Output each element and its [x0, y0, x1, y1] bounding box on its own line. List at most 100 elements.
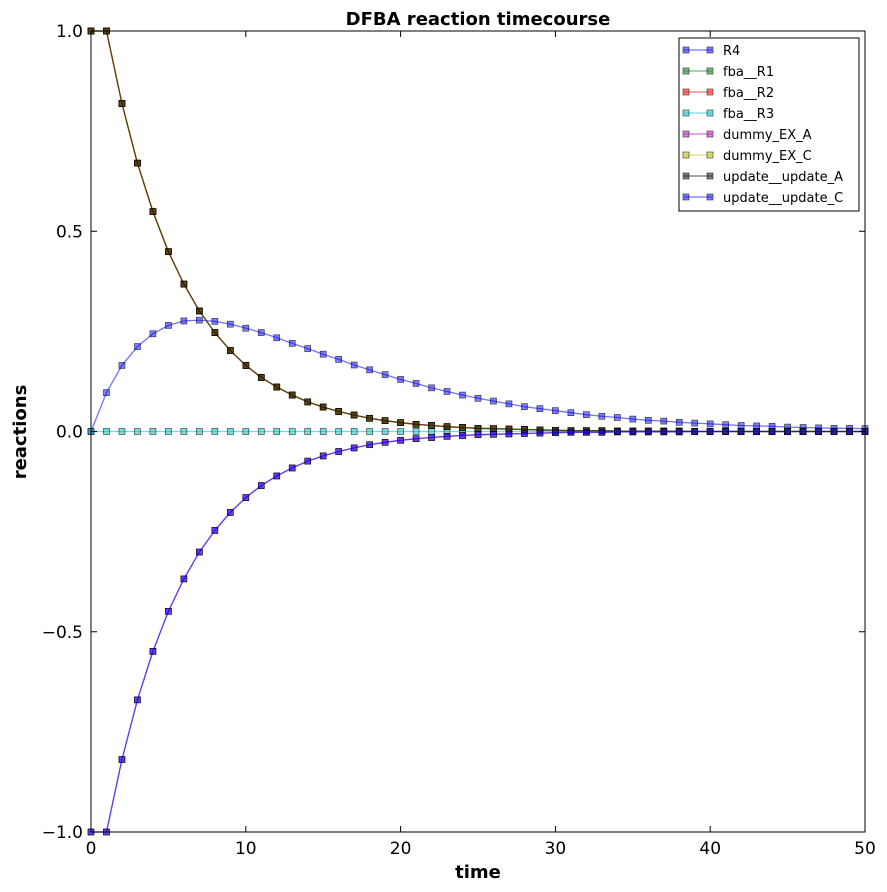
data-point — [149, 208, 157, 215]
data-point — [598, 412, 606, 420]
data-point — [227, 509, 234, 516]
data-point — [381, 428, 389, 435]
data-point — [118, 428, 126, 435]
x-tick-label: 20 — [390, 839, 412, 859]
legend-item: fba__R3 — [682, 107, 774, 122]
y-tick-label: −1.0 — [42, 823, 83, 843]
data-point — [381, 417, 389, 424]
data-point — [335, 428, 342, 435]
data-point — [598, 428, 606, 436]
legend: R4 fba__R1 fba__R2 fba__R3 dummy_EX_A dummy_E… — [678, 37, 860, 212]
data-point — [614, 428, 621, 436]
data-point — [412, 420, 420, 428]
data-point — [165, 608, 172, 615]
legend-marker — [706, 109, 714, 117]
series-line — [91, 430, 865, 833]
data-point — [335, 408, 342, 415]
legend-marker — [682, 130, 690, 138]
data-point — [830, 428, 838, 435]
series-line — [90, 319, 866, 432]
legend-marker — [682, 109, 690, 117]
legend-marker — [682, 88, 690, 96]
data-point — [583, 428, 590, 436]
data-point — [505, 400, 513, 408]
legend-item: dummy_EX_C — [682, 149, 812, 164]
data-point — [118, 100, 126, 107]
data-point — [180, 428, 188, 435]
data-point — [165, 322, 172, 329]
data-point — [722, 421, 729, 428]
legend-label: update__update_C — [723, 191, 843, 206]
y-tick-label: 1.0 — [56, 22, 83, 42]
legend-item: dummy_EX_A — [682, 128, 812, 143]
data-point — [660, 417, 668, 425]
data-point — [180, 575, 188, 583]
data-point — [644, 428, 652, 436]
data-point — [505, 430, 513, 438]
data-point — [273, 428, 281, 435]
data-point — [165, 248, 172, 255]
data-point — [366, 366, 373, 374]
legend-item: update__update_A — [682, 170, 843, 185]
data-point — [753, 422, 760, 430]
data-point — [490, 397, 497, 405]
data-point — [165, 428, 172, 435]
data-point — [288, 340, 296, 347]
data-point — [675, 418, 683, 426]
y-tick-label: 0.5 — [56, 222, 83, 242]
x-tick-label: 0 — [86, 839, 97, 859]
data-point — [799, 428, 807, 435]
legend-label: dummy_EX_A — [723, 128, 812, 143]
data-point — [784, 428, 791, 435]
x-tick-label: 30 — [545, 839, 567, 859]
data-point — [567, 409, 575, 416]
data-point — [459, 424, 466, 431]
data-point — [242, 494, 250, 501]
data-point — [350, 411, 358, 419]
data-point — [196, 428, 203, 435]
data-point — [474, 394, 482, 402]
data-point — [490, 430, 497, 438]
legend-label: fba__R3 — [723, 107, 774, 122]
series-R4 — [87, 316, 869, 435]
data-point — [443, 423, 451, 430]
data-point — [227, 428, 234, 435]
data-point — [768, 428, 776, 435]
data-point — [397, 437, 404, 444]
data-point — [428, 428, 435, 435]
data-point — [319, 428, 327, 435]
data-point — [134, 428, 141, 435]
data-point — [180, 317, 188, 325]
data-point — [629, 428, 637, 436]
legend-item: fba__R2 — [682, 86, 774, 101]
legend-marker — [706, 193, 714, 201]
legend-item: R4 — [682, 44, 740, 59]
data-point — [180, 280, 188, 288]
legend-marker — [706, 46, 714, 54]
data-point — [412, 380, 420, 387]
data-point — [412, 435, 420, 443]
series-dummy_EX_A — [87, 428, 869, 836]
legend-box — [678, 37, 860, 212]
y-tick-label: −0.5 — [42, 623, 83, 643]
legend-item: fba__R1 — [682, 65, 774, 80]
data-point — [722, 428, 729, 435]
data-point — [304, 345, 312, 352]
data-point — [211, 527, 219, 534]
legend-label: fba__R1 — [723, 65, 774, 80]
data-point — [459, 391, 466, 399]
data-point — [211, 329, 219, 336]
legend-marker — [682, 67, 690, 75]
y-axis-ticks: −1.0 −0.5 0.0 0.5 1.0 — [42, 22, 865, 843]
x-tick-label: 40 — [699, 839, 721, 859]
data-point — [815, 428, 822, 435]
data-point — [319, 350, 327, 358]
legend-marker — [706, 151, 714, 159]
data-point — [196, 307, 203, 315]
data-point — [552, 407, 559, 414]
legend-marker — [682, 193, 690, 201]
data-point — [118, 756, 126, 763]
data-point — [521, 430, 528, 437]
data-point — [242, 362, 250, 369]
